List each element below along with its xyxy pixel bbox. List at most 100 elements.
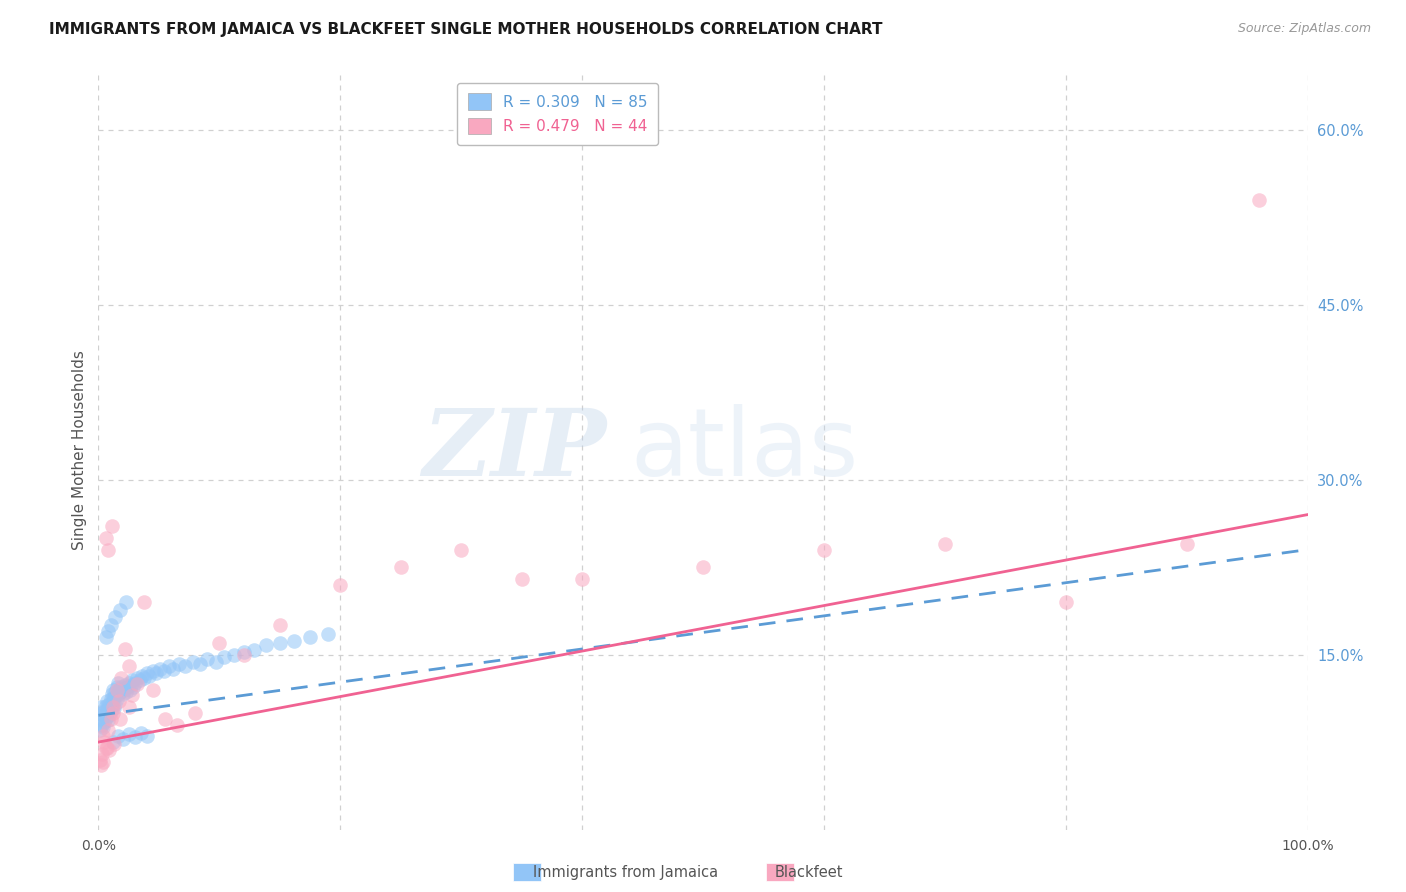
Point [692, 560, 714, 574]
Point [100, 618, 122, 632]
Point [97, 542, 120, 557]
Point [152, 664, 174, 678]
Point [162, 662, 184, 676]
Point [134, 671, 156, 685]
Text: IMMIGRANTS FROM JAMAICA VS BLACKFEET SINGLE MOTHER HOUSEHOLDS CORRELATION CHART: IMMIGRANTS FROM JAMAICA VS BLACKFEET SIN… [49, 22, 883, 37]
Point [135, 666, 157, 681]
Point [1249, 193, 1271, 207]
Point [103, 738, 125, 752]
Point [100, 692, 122, 706]
Point [188, 657, 211, 671]
Point [104, 610, 127, 624]
Point [97, 723, 120, 738]
Point [91, 708, 114, 723]
Point [96, 740, 118, 755]
Point [105, 680, 128, 694]
Point [138, 668, 160, 682]
Point [94, 531, 117, 545]
Point [104, 697, 127, 711]
Point [118, 682, 141, 697]
Point [934, 537, 956, 551]
Point [134, 595, 156, 609]
Point [127, 677, 149, 691]
Point [91, 706, 114, 720]
Point [118, 700, 141, 714]
Point [114, 678, 136, 692]
Point [114, 641, 136, 656]
Point [571, 572, 593, 586]
Text: atlas: atlas [630, 404, 859, 497]
Point [89, 723, 111, 738]
Point [103, 701, 125, 715]
Point [107, 675, 129, 690]
Point [98, 697, 121, 711]
Point [104, 685, 127, 699]
Point [208, 636, 231, 650]
Point [105, 682, 128, 697]
Point [91, 755, 114, 769]
Point [100, 712, 122, 726]
Point [128, 673, 150, 688]
Point [101, 700, 124, 714]
Text: Blackfeet: Blackfeet [775, 865, 842, 880]
Point [98, 743, 121, 757]
Point [117, 680, 139, 694]
Point [129, 725, 152, 739]
Point [184, 706, 207, 720]
Point [91, 720, 114, 734]
Point [157, 659, 180, 673]
Text: Source: ZipAtlas.com: Source: ZipAtlas.com [1237, 22, 1371, 36]
Point [316, 626, 339, 640]
Point [93, 715, 115, 730]
Point [204, 655, 226, 669]
Point [101, 735, 124, 749]
Point [121, 689, 143, 703]
Text: ZIP: ZIP [422, 406, 606, 495]
Point [149, 662, 172, 676]
Point [108, 682, 131, 697]
Point [90, 758, 112, 772]
Point [94, 710, 117, 724]
Point [212, 649, 235, 664]
Point [107, 687, 129, 701]
Point [108, 603, 131, 617]
Point [94, 698, 117, 713]
Point [131, 668, 153, 682]
Point [222, 648, 245, 662]
Point [108, 712, 131, 726]
Y-axis label: Single Mother Households: Single Mother Households [72, 351, 87, 550]
Point [122, 680, 145, 694]
Point [269, 636, 291, 650]
Point [89, 753, 111, 767]
Point [195, 652, 218, 666]
Point [100, 704, 122, 718]
Point [97, 624, 120, 639]
Point [115, 595, 138, 609]
Point [243, 643, 266, 657]
Point [450, 542, 472, 557]
Point [389, 560, 412, 574]
Point [142, 682, 165, 697]
Point [97, 701, 120, 715]
Point [97, 713, 120, 727]
Point [94, 740, 117, 755]
Point [110, 680, 132, 694]
Point [91, 729, 114, 743]
Point [108, 694, 131, 708]
Point [124, 675, 146, 690]
Point [105, 692, 128, 706]
Point [111, 731, 134, 746]
Point [1054, 595, 1077, 609]
Point [145, 666, 167, 681]
Point [174, 659, 197, 673]
Point [101, 706, 124, 720]
Point [108, 685, 131, 699]
Point [94, 630, 117, 644]
Point [101, 694, 124, 708]
Point [93, 735, 115, 749]
Point [127, 671, 149, 685]
Point [169, 657, 191, 671]
Point [269, 618, 291, 632]
Point [510, 572, 533, 586]
Point [118, 675, 141, 690]
